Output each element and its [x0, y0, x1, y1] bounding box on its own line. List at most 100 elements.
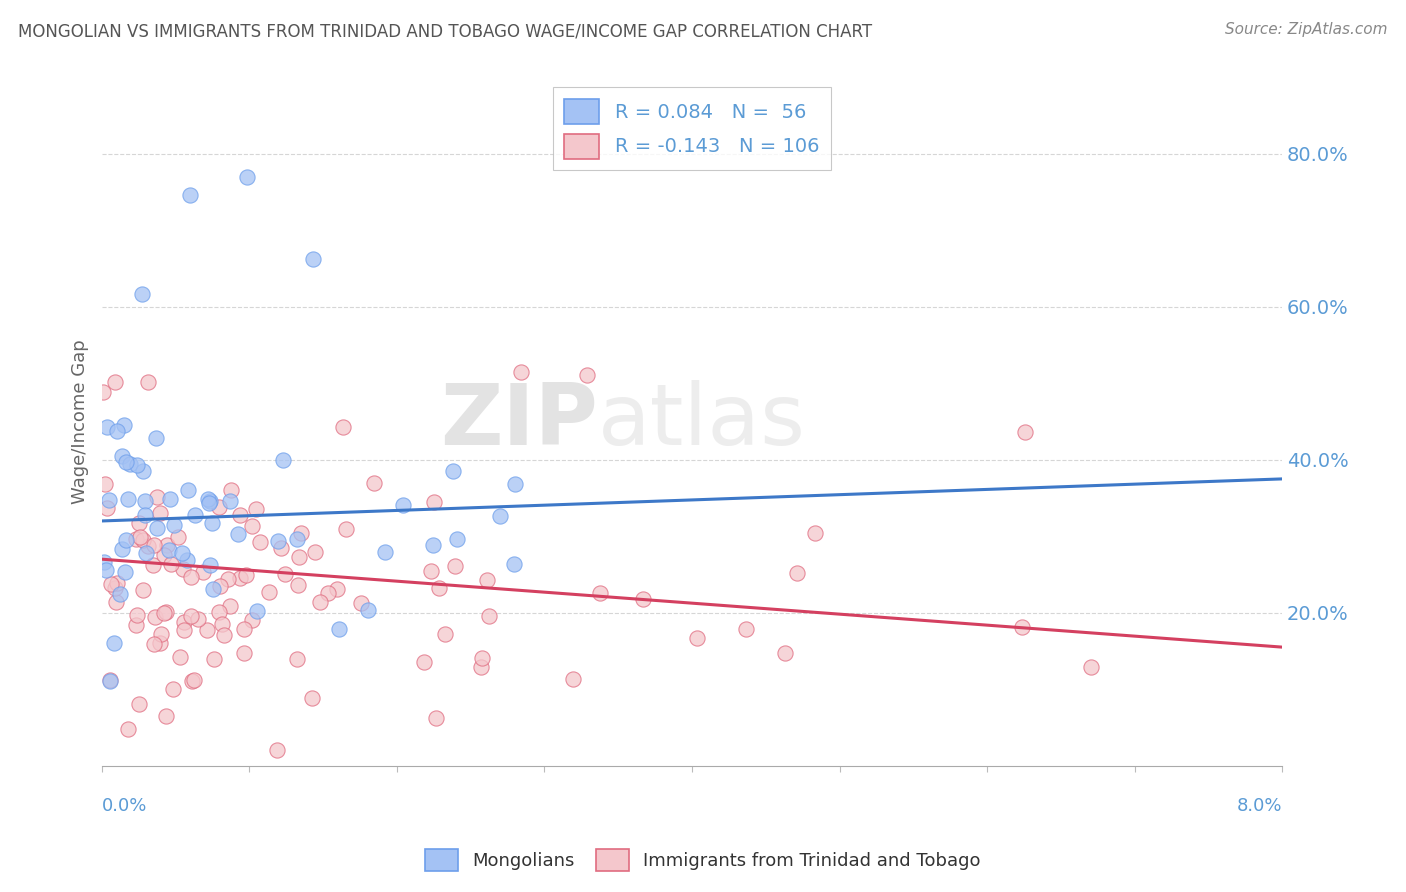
Legend: R = 0.084   N =  56, R = -0.143   N = 106: R = 0.084 N = 56, R = -0.143 N = 106 — [553, 87, 831, 170]
Point — [316, 586, 339, 600]
Point — [236, 170, 259, 185]
Point — [117, 722, 139, 736]
Point — [114, 533, 136, 547]
Point — [134, 493, 156, 508]
Point — [134, 508, 156, 523]
Point — [734, 622, 756, 636]
Point — [633, 591, 655, 606]
Point — [96, 500, 118, 515]
Point — [446, 533, 468, 547]
Point — [111, 542, 134, 557]
Point — [157, 543, 180, 558]
Point — [444, 558, 467, 573]
Point — [155, 709, 177, 723]
Point — [118, 457, 141, 471]
Point — [93, 555, 115, 569]
Point — [104, 581, 127, 595]
Point — [219, 599, 242, 613]
Y-axis label: Wage/Income Gap: Wage/Income Gap — [72, 339, 89, 504]
Point — [350, 596, 373, 610]
Point — [202, 652, 225, 666]
Point — [229, 571, 252, 585]
Point — [1080, 659, 1102, 673]
Point — [246, 604, 269, 618]
Point — [156, 538, 179, 552]
Point — [274, 566, 297, 581]
Text: atlas: atlas — [598, 380, 806, 463]
Point — [257, 585, 280, 599]
Point — [208, 579, 231, 593]
Point — [146, 491, 169, 505]
Point — [332, 420, 354, 434]
Point — [98, 674, 121, 689]
Point — [132, 582, 155, 597]
Point — [441, 464, 464, 478]
Point — [356, 603, 378, 617]
Point — [149, 636, 172, 650]
Point — [1011, 620, 1033, 634]
Point — [301, 252, 323, 266]
Point — [180, 570, 202, 584]
Point — [91, 385, 114, 400]
Point — [287, 549, 309, 564]
Point — [773, 646, 796, 660]
Point — [287, 651, 309, 665]
Point — [125, 607, 148, 622]
Point — [136, 376, 159, 390]
Point — [149, 507, 172, 521]
Point — [201, 516, 224, 530]
Point — [149, 627, 172, 641]
Point — [94, 563, 117, 577]
Point — [159, 557, 181, 571]
Point — [509, 365, 531, 379]
Point — [423, 495, 446, 509]
Point — [363, 476, 385, 491]
Point — [197, 491, 219, 506]
Point — [177, 483, 200, 497]
Point — [576, 368, 599, 382]
Point — [98, 673, 121, 687]
Point — [198, 558, 221, 572]
Point — [240, 613, 263, 627]
Point — [470, 660, 492, 674]
Point — [290, 526, 312, 541]
Point — [211, 617, 233, 632]
Point — [267, 534, 290, 549]
Point — [142, 637, 165, 651]
Point — [100, 577, 122, 591]
Point — [173, 624, 195, 638]
Text: Source: ZipAtlas.com: Source: ZipAtlas.com — [1225, 22, 1388, 37]
Point — [229, 508, 252, 522]
Point — [503, 557, 526, 571]
Point — [477, 573, 499, 587]
Point — [505, 476, 527, 491]
Legend: Mongolians, Immigrants from Trinidad and Tobago: Mongolians, Immigrants from Trinidad and… — [418, 842, 988, 879]
Point — [183, 673, 205, 688]
Point — [217, 572, 239, 586]
Point — [212, 628, 235, 642]
Point — [686, 632, 709, 646]
Point — [143, 538, 166, 552]
Point — [287, 578, 309, 592]
Point — [219, 493, 242, 508]
Point — [125, 532, 148, 546]
Point — [105, 424, 128, 438]
Point — [478, 608, 501, 623]
Point — [145, 431, 167, 445]
Point — [128, 516, 150, 530]
Point — [309, 594, 332, 608]
Point — [103, 635, 125, 649]
Point — [335, 522, 357, 536]
Point — [202, 582, 225, 596]
Point — [128, 697, 150, 711]
Point — [131, 464, 153, 478]
Point — [786, 566, 808, 581]
Point — [146, 521, 169, 535]
Point — [803, 525, 825, 540]
Point — [208, 500, 231, 514]
Point — [153, 607, 176, 621]
Point — [131, 286, 153, 301]
Point — [198, 496, 221, 510]
Point — [195, 623, 218, 637]
Point — [285, 533, 308, 547]
